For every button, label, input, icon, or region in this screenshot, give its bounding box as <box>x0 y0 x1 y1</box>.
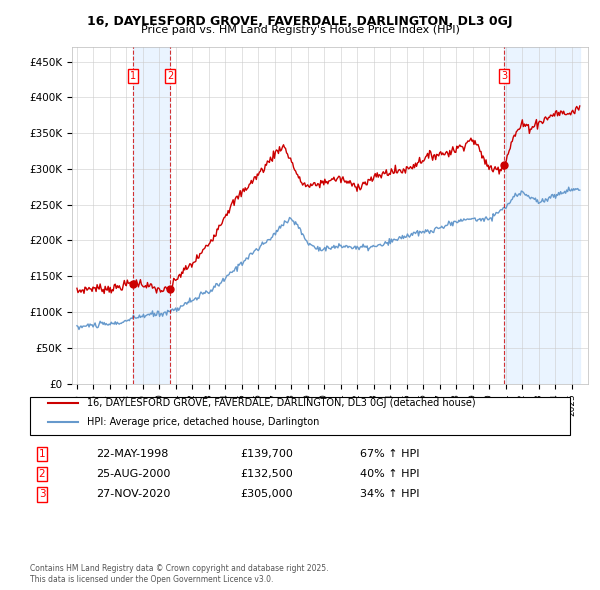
Text: HPI: Average price, detached house, Darlington: HPI: Average price, detached house, Darl… <box>87 417 319 427</box>
Text: 2: 2 <box>38 470 46 479</box>
Text: 3: 3 <box>501 71 507 81</box>
Text: 40% ↑ HPI: 40% ↑ HPI <box>360 470 419 479</box>
Text: £132,500: £132,500 <box>240 470 293 479</box>
Bar <box>133 47 170 384</box>
Text: 2: 2 <box>167 71 173 81</box>
Text: 22-MAY-1998: 22-MAY-1998 <box>96 450 169 459</box>
Text: 16, DAYLESFORD GROVE, FAVERDALE, DARLINGTON, DL3 0GJ (detached house): 16, DAYLESFORD GROVE, FAVERDALE, DARLING… <box>87 398 476 408</box>
Text: Contains HM Land Registry data © Crown copyright and database right 2025.: Contains HM Land Registry data © Crown c… <box>30 565 329 573</box>
Text: 34% ↑ HPI: 34% ↑ HPI <box>360 490 419 499</box>
Text: £305,000: £305,000 <box>240 490 293 499</box>
Text: 1: 1 <box>130 71 136 81</box>
Text: 25-AUG-2000: 25-AUG-2000 <box>96 470 170 479</box>
Text: This data is licensed under the Open Government Licence v3.0.: This data is licensed under the Open Gov… <box>30 575 274 584</box>
Text: 27-NOV-2020: 27-NOV-2020 <box>96 490 170 499</box>
Text: 16, DAYLESFORD GROVE, FAVERDALE, DARLINGTON, DL3 0GJ: 16, DAYLESFORD GROVE, FAVERDALE, DARLING… <box>87 15 513 28</box>
Text: £139,700: £139,700 <box>240 450 293 459</box>
Text: 67% ↑ HPI: 67% ↑ HPI <box>360 450 419 459</box>
Text: Price paid vs. HM Land Registry's House Price Index (HPI): Price paid vs. HM Land Registry's House … <box>140 25 460 35</box>
Text: 3: 3 <box>38 490 46 499</box>
Text: 1: 1 <box>38 450 46 459</box>
Bar <box>504 47 580 384</box>
